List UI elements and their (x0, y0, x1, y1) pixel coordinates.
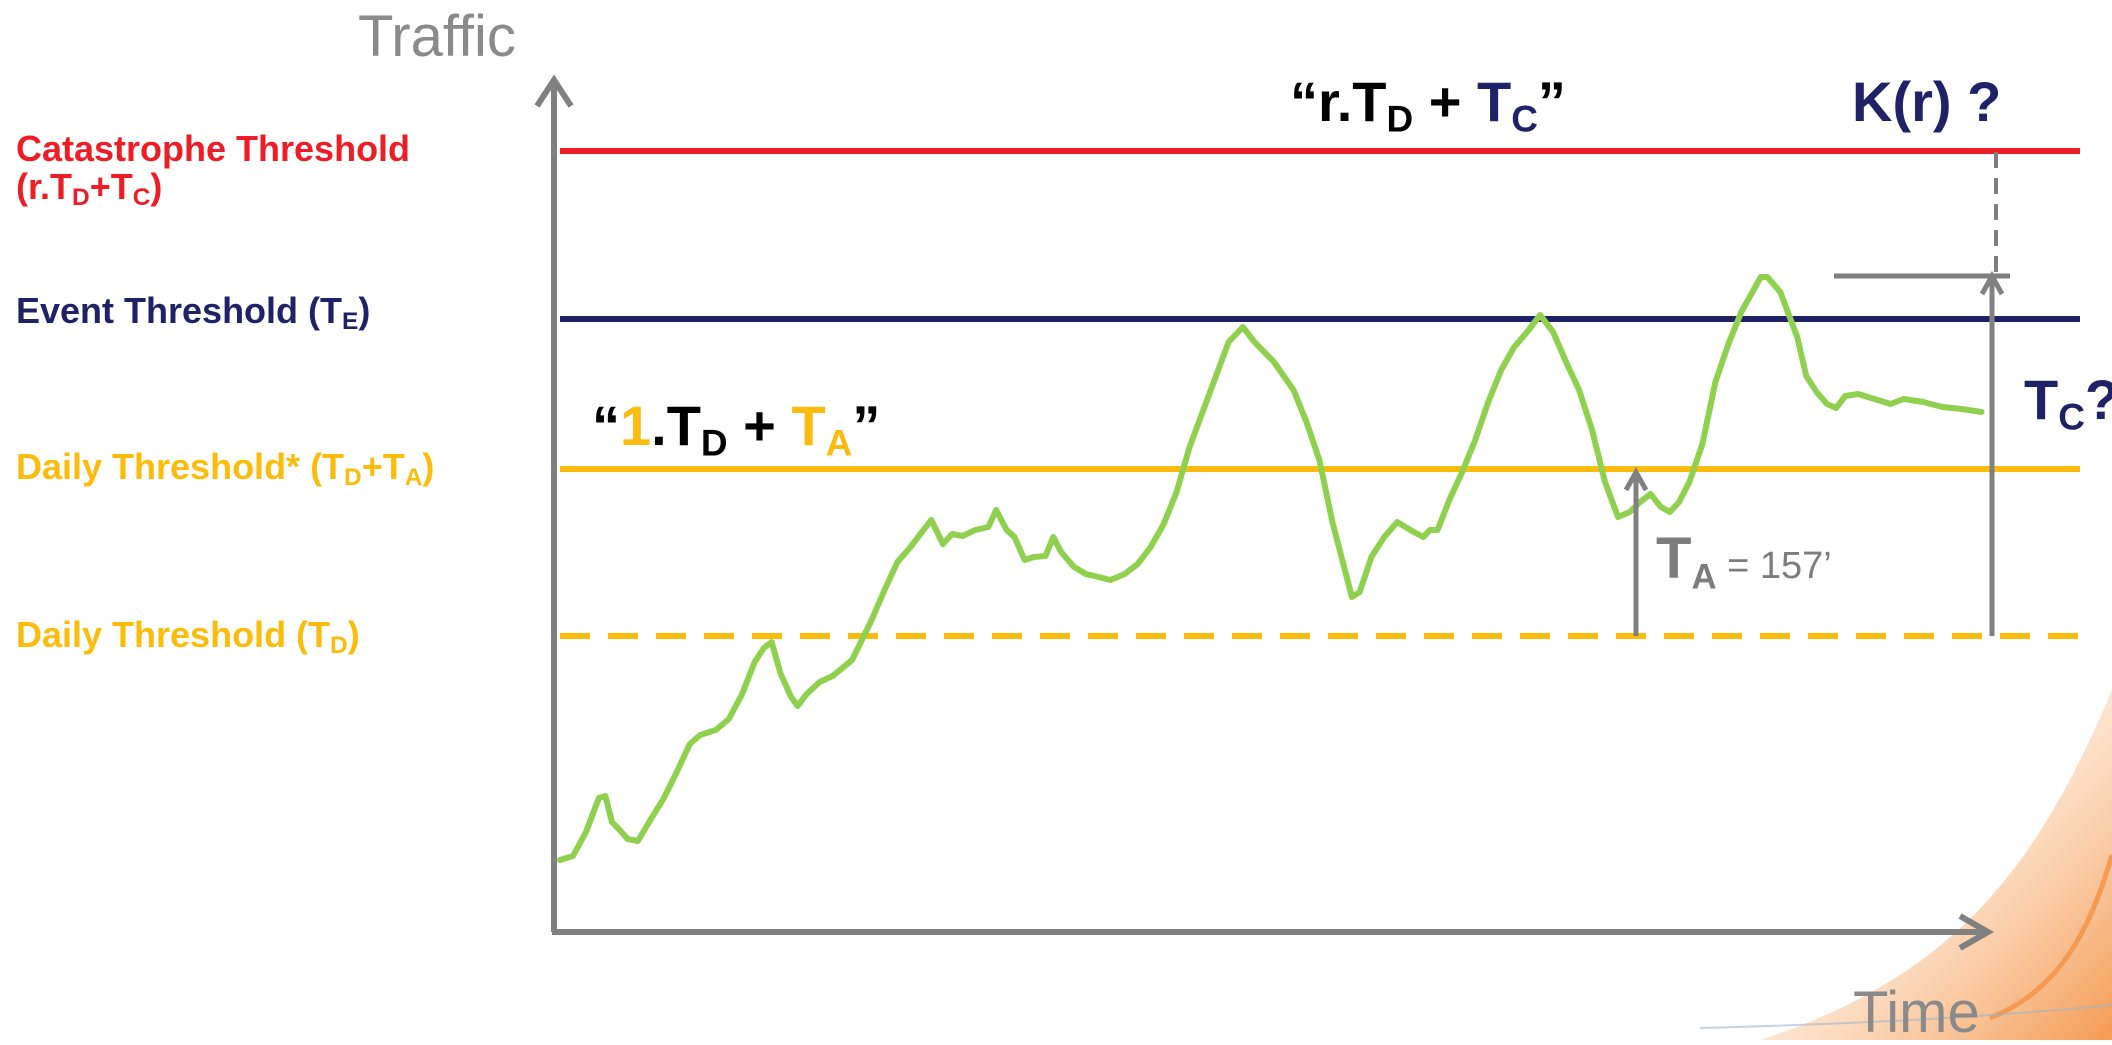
x-axis-arrowhead (1958, 913, 1995, 951)
tc-question-label: TC? (2024, 368, 2112, 438)
traffic-curve (557, 274, 1985, 863)
x-axis-title: Time (1853, 980, 1980, 1045)
y-axis-arrowhead (534, 74, 574, 108)
corner-accent-underline (1699, 1004, 2112, 1029)
catastrophe-threshold-label: Catastrophe Threshold (r.TD+TC) (16, 128, 411, 211)
daily-plus-formula: “1.TD + TA” (592, 394, 881, 464)
daily-threshold-label: Daily Threshold (TD) (16, 614, 360, 660)
kr-question-label: K(r) ? (1852, 70, 2002, 133)
y-axis-title: Traffic (358, 4, 516, 69)
corner-accent-shape (1760, 690, 2112, 1040)
ta-arrowhead (1623, 466, 1649, 492)
ta-value-label: TA = 157’ (1656, 526, 1832, 597)
corner-accent-swoosh (1989, 854, 2112, 1021)
catastrophe-formula: “r.TD + TC” (1290, 70, 1566, 140)
event-threshold-label: Event Threshold (TE) (16, 290, 371, 336)
daily-threshold-plus-label: Daily Threshold* (TD+TA) (16, 446, 435, 492)
